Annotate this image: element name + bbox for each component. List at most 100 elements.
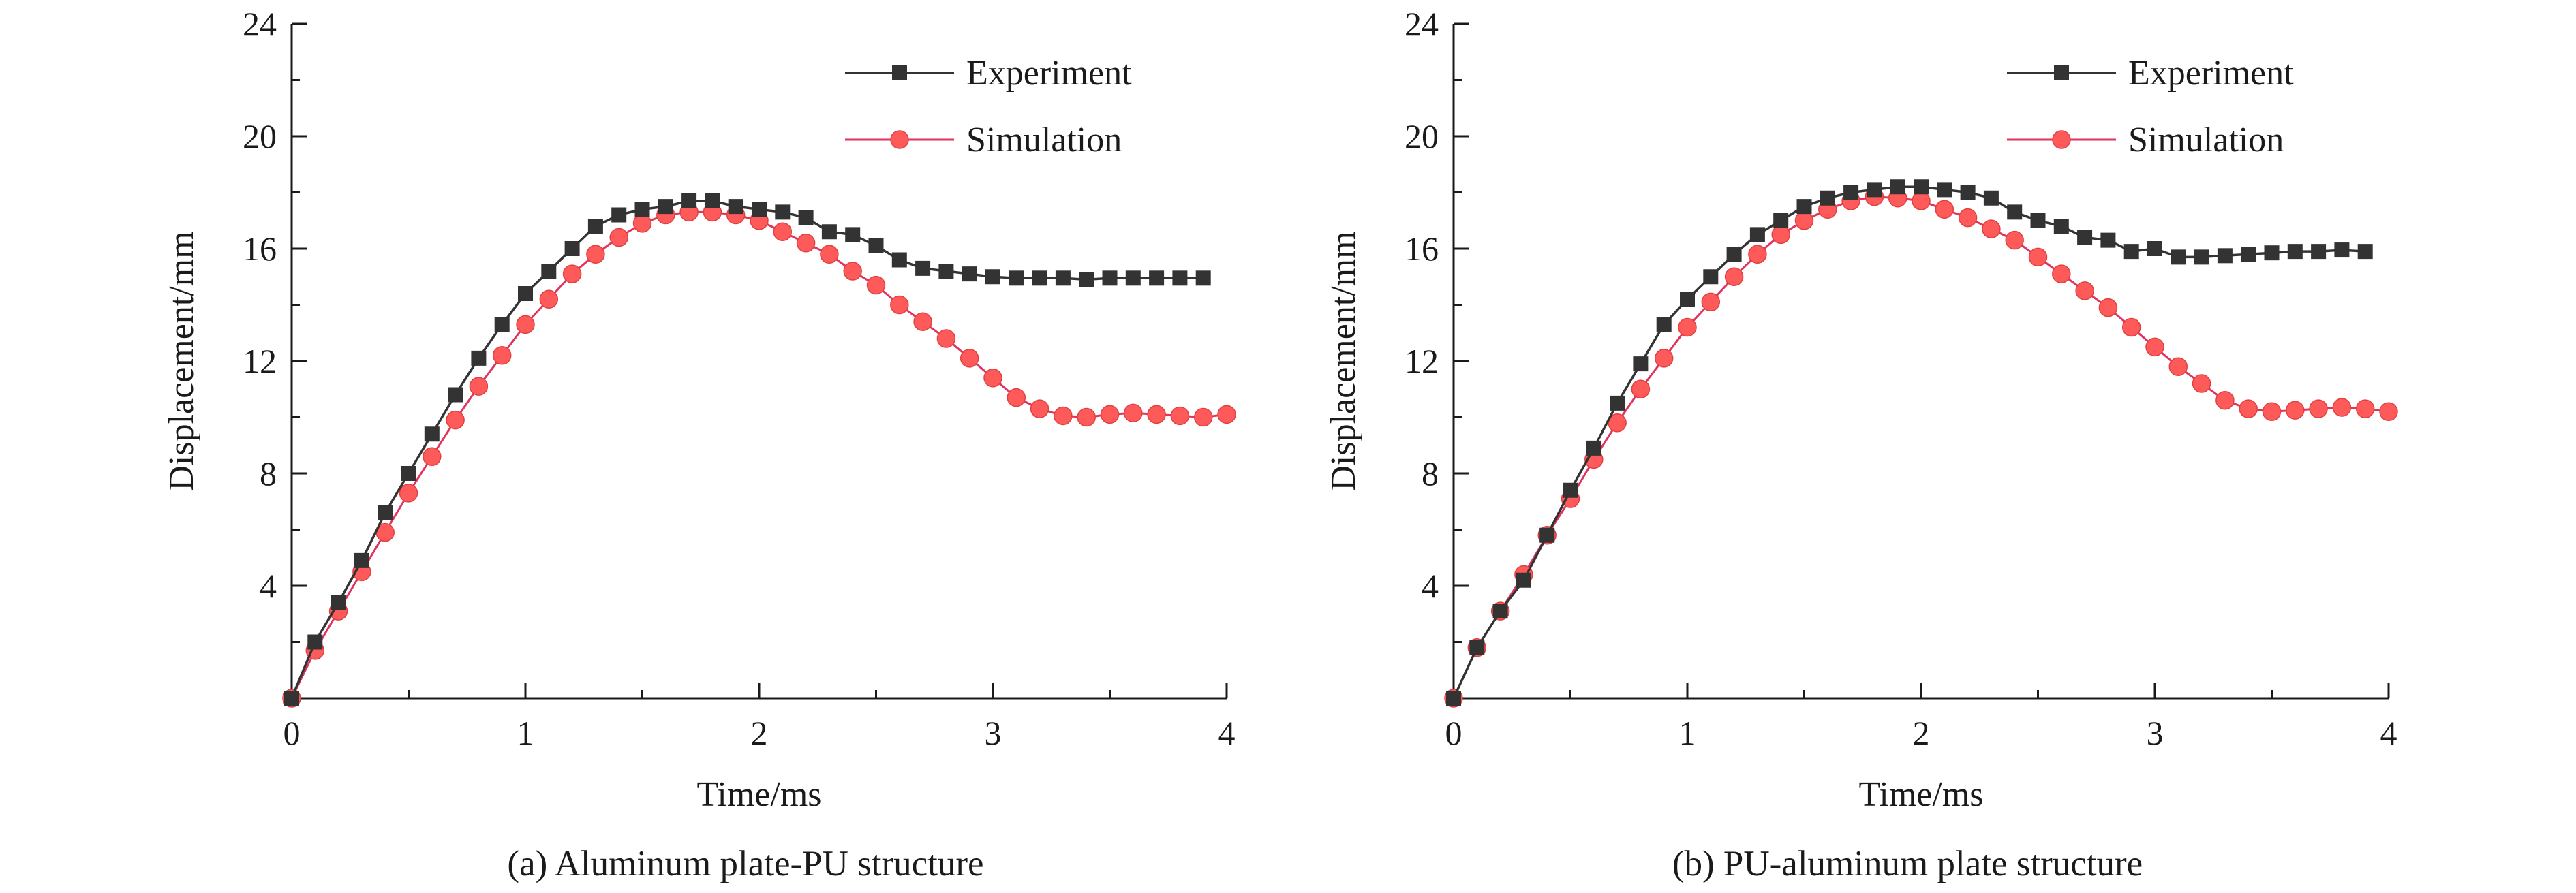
experiment-point (681, 193, 697, 208)
x-tick-label: 3 (985, 714, 1002, 752)
experiment-point (2264, 245, 2280, 261)
experiment-point (1586, 440, 1601, 456)
experiment-point (1009, 270, 1024, 286)
experiment-point (775, 204, 791, 220)
x-axis-title: Time/ms (696, 775, 821, 814)
simulation-point (1100, 405, 1120, 424)
experiment-point (1149, 270, 1165, 286)
y-axis-title: Displacement/mm (1324, 231, 1363, 490)
experiment-point (2217, 248, 2233, 264)
experiment-point (1749, 227, 1765, 242)
experiment-point (1726, 247, 1742, 262)
experiment-point (2123, 244, 2139, 260)
simulation-point (2355, 399, 2375, 418)
experiment-point (1680, 292, 1695, 307)
simulation-point (913, 312, 932, 331)
simulation-point (1748, 245, 1767, 264)
y-tick-label: 4 (1422, 567, 1439, 605)
simulation-point (796, 234, 816, 253)
panel-a: 0 1 2 3 44812162024Time/msDisplacement/mm(a)… (162, 5, 1236, 883)
experiment-point (868, 238, 884, 253)
experiment-point (471, 350, 487, 366)
experiment-point (448, 387, 463, 403)
experiment-point (1079, 272, 1094, 287)
experiment-point (1914, 179, 1929, 195)
experiment-point (2194, 249, 2209, 265)
panel-b: 0 1 2 3 44812162024Time/msDisplacement/mm(b)… (1324, 5, 2398, 883)
x-tick-label: 1 (517, 714, 534, 752)
x-tick-label: 3 (2147, 714, 2164, 752)
simulation-point (609, 228, 628, 247)
experiment-point (1890, 179, 1905, 195)
experiment-point (2334, 242, 2350, 258)
legend-label-experiment: Experiment (966, 54, 1132, 93)
simulation-point (1935, 200, 1954, 219)
simulation-point (1608, 413, 1627, 433)
legend-marker-simulation (2052, 130, 2071, 149)
simulation-point (1724, 267, 1744, 286)
simulation-point (2028, 247, 2048, 267)
x-tick-label: 4 (1218, 714, 1236, 752)
experiment-point (1172, 270, 1188, 286)
simulation-point (2145, 337, 2164, 357)
simulation-point (1147, 405, 1166, 424)
experiment-point (938, 264, 954, 279)
experiment-point (1102, 270, 1118, 286)
y-tick-label: 8 (1422, 454, 1439, 492)
experiment-point (1446, 691, 1461, 706)
experiment-point (587, 219, 603, 234)
experiment-point (2147, 241, 2162, 256)
experiment-point (891, 252, 907, 268)
simulation-point (936, 329, 956, 348)
experiment-point (634, 202, 650, 217)
y-tick-label: 4 (260, 567, 277, 605)
x-tick-label: 0 (1445, 714, 1462, 752)
experiment-point (821, 224, 837, 240)
simulation-point (1030, 399, 1049, 418)
simulation-point (2239, 399, 2258, 418)
experiment-point (1703, 269, 1719, 285)
simulation-point (1771, 225, 1790, 245)
experiment-point (1820, 190, 1835, 206)
simulation-point (866, 275, 886, 295)
simulation-point (1217, 405, 1236, 424)
simulation-point (983, 369, 1002, 388)
simulation-point (2005, 230, 2024, 250)
experiment-point (284, 691, 299, 706)
experiment-point (1469, 640, 1485, 655)
legend-label-simulation: Simulation (966, 121, 1122, 159)
legend-marker-experiment (892, 65, 907, 80)
simulation-point (1054, 406, 1073, 426)
experiment-point (2030, 213, 2046, 228)
experiment-point (2171, 249, 2186, 265)
simulation-point (2332, 398, 2352, 417)
simulation-point (1124, 403, 1143, 423)
experiment-point (2077, 230, 2093, 245)
experiment-point (1516, 572, 1531, 588)
series-line-experiment (290, 200, 1203, 699)
experiment-point (1610, 395, 1625, 411)
panel-caption: (b) PU-aluminum plate structure (1672, 844, 2143, 883)
x-axis-title: Time/ms (1858, 775, 1983, 814)
simulation-point (2192, 374, 2211, 393)
experiment-point (962, 266, 977, 282)
simulation-point (773, 222, 793, 241)
experiment-point (1656, 317, 1672, 332)
x-tick-label: 1 (1679, 714, 1696, 752)
experiment-point (2100, 232, 2116, 248)
simulation-point (399, 484, 418, 503)
experiment-point (541, 264, 557, 279)
experiment-point (354, 552, 369, 568)
simulation-point (446, 410, 465, 430)
simulation-point (2379, 402, 2398, 421)
experiment-point (424, 426, 440, 442)
y-tick-label: 12 (243, 342, 277, 380)
experiment-point (1773, 213, 1789, 228)
experiment-point (1539, 527, 1555, 543)
simulation-point (2309, 399, 2328, 418)
experiment-point (2007, 204, 2023, 220)
simulation-point (423, 447, 442, 466)
experiment-point (2053, 219, 2069, 234)
simulation-point (890, 295, 909, 315)
experiment-point (915, 260, 931, 276)
